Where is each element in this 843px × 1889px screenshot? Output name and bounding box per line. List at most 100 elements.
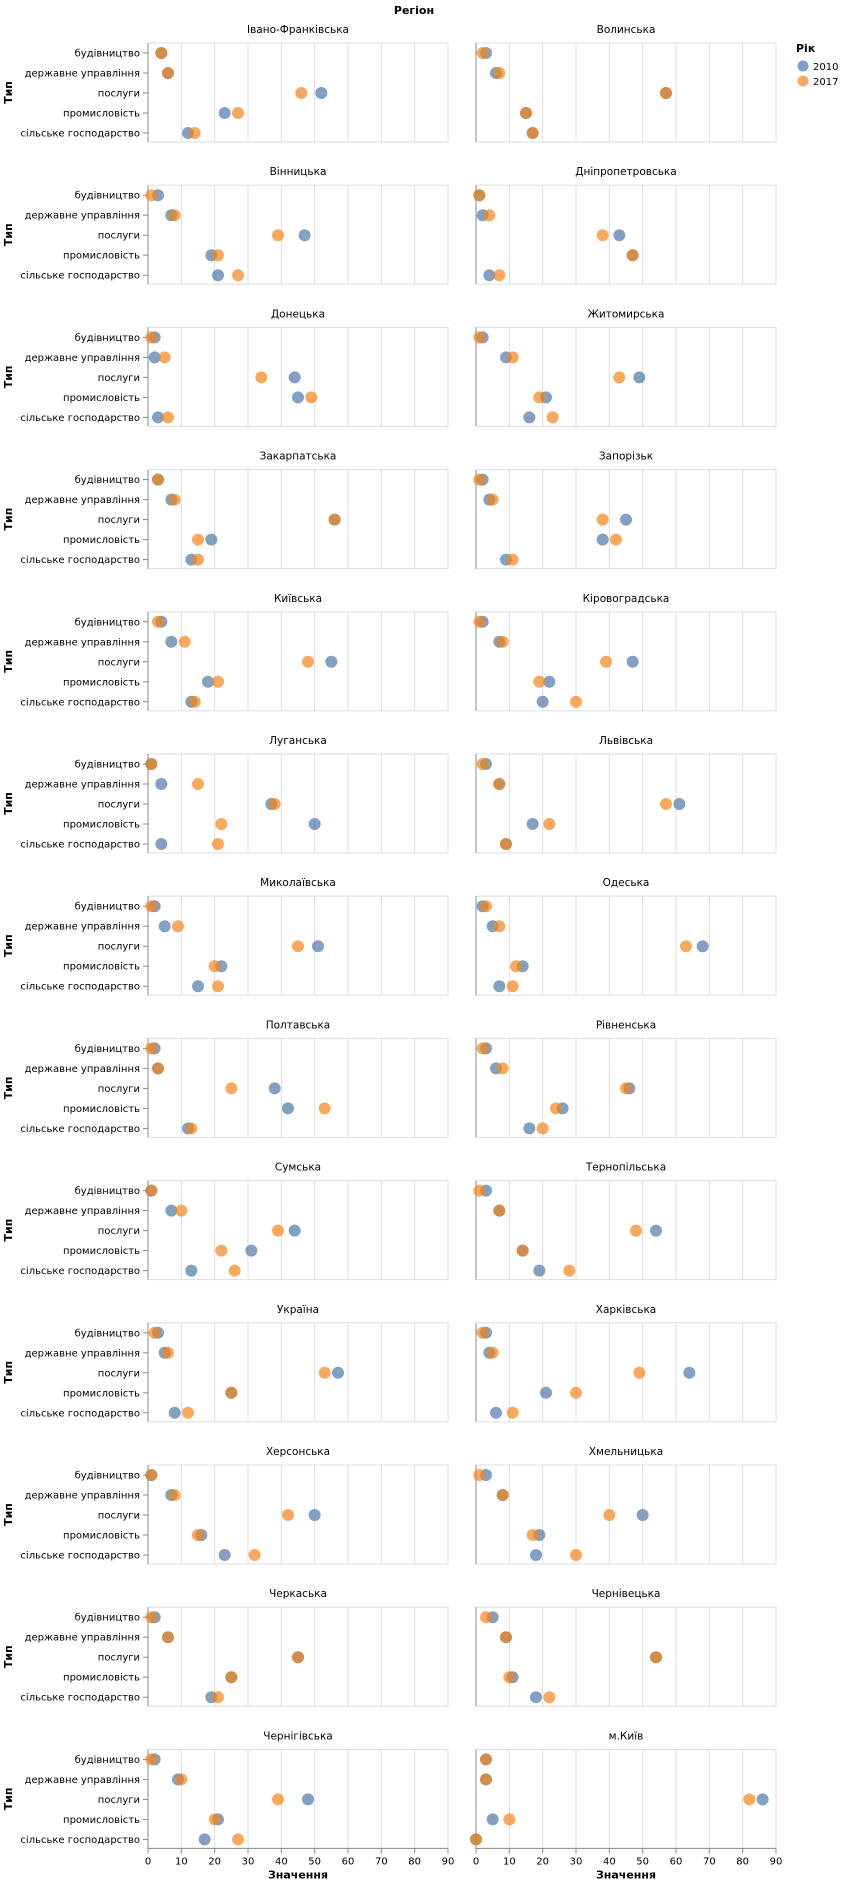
dot-2017 [543, 1691, 556, 1704]
dot-2017 [546, 411, 559, 424]
dot-2017 [743, 1793, 756, 1806]
category-label: промисловість [63, 1387, 140, 1399]
dot-2010 [185, 1264, 198, 1277]
dot-2017 [496, 1489, 509, 1501]
dot-2017 [506, 980, 519, 993]
category-label: сільське господарство [20, 839, 140, 851]
dot-2010 [633, 371, 646, 384]
dot-2017 [630, 1224, 642, 1237]
dot-2017 [162, 1631, 174, 1644]
dot-2017 [188, 695, 201, 708]
facet-panel: Україна будівництво державне управління пос… [2, 1304, 449, 1423]
category-label: будівництво [75, 474, 140, 486]
facet-title: Чернігівська [263, 1730, 332, 1742]
dot-2017 [295, 87, 308, 99]
x-axis-title: Значення [596, 1868, 656, 1881]
dot-2017 [162, 1346, 174, 1359]
dot-2010 [490, 1406, 502, 1419]
panel-frame [475, 42, 777, 143]
panel-frame [475, 611, 777, 712]
dot-2017 [268, 798, 281, 810]
panel-frame [475, 895, 777, 996]
dot-2010 [483, 269, 496, 282]
dot-2017 [476, 1042, 489, 1055]
dot-2017 [500, 1631, 512, 1644]
category-label: державне управління [25, 636, 140, 648]
dot-2017 [232, 107, 244, 119]
dot-2010 [198, 1833, 211, 1846]
x-tick-label: 50 [636, 1856, 649, 1867]
facet-panel: Одеська [475, 877, 777, 996]
dot-2017 [493, 269, 506, 282]
dot-2017 [152, 1062, 164, 1075]
dot-2017 [228, 1264, 241, 1277]
facet-panel: Харківська [475, 1304, 777, 1423]
panel-frame [147, 1748, 449, 1849]
x-tick-label: 90 [442, 1856, 455, 1867]
dot-2017 [152, 615, 164, 628]
facet-title: Волинська [597, 24, 656, 36]
dot-2017 [145, 1611, 158, 1624]
dot-2017 [496, 1062, 509, 1075]
dot-2017 [596, 229, 609, 242]
y-axis-title: Тип [2, 508, 15, 531]
y-axis-title: Тип [2, 1361, 15, 1384]
dot-2017 [188, 127, 201, 139]
facet-title: Черкаська [269, 1588, 327, 1600]
dot-2010 [202, 675, 214, 688]
category-label: промисловість [63, 1245, 140, 1257]
category-label: державне управління [25, 1774, 140, 1786]
category-label: будівництво [75, 901, 140, 913]
dot-2017 [192, 553, 204, 566]
dot-2010 [218, 107, 231, 119]
dot-2010 [165, 635, 178, 648]
x-tick-label: 40 [275, 1856, 288, 1867]
dot-2010 [192, 980, 204, 993]
dot-2017 [255, 371, 268, 384]
dot-2017 [145, 189, 158, 202]
legend-swatch-2010 [797, 60, 809, 72]
dot-2017 [282, 1509, 294, 1521]
category-label: промисловість [63, 961, 140, 973]
x-tick-label: 70 [703, 1856, 716, 1867]
x-tick-label: 30 [570, 1856, 583, 1867]
dot-2017 [473, 1469, 486, 1481]
dot-2017 [563, 1264, 576, 1277]
x-tick-label: 90 [770, 1856, 783, 1867]
y-axis-title: Тип [2, 1645, 15, 1668]
facet-panel: Житомирська [473, 308, 777, 427]
dot-2010 [696, 940, 709, 953]
dot-2010 [205, 533, 218, 546]
category-label: державне управління [25, 68, 140, 80]
category-label: будівництво [75, 1327, 140, 1339]
dot-2010 [302, 1793, 314, 1806]
dot-2017 [480, 1611, 492, 1624]
panel-frame [147, 1037, 449, 1138]
dot-2010 [325, 655, 338, 668]
dot-2017 [660, 798, 672, 810]
legend-title: Рік [796, 42, 816, 55]
facet-title: Житомирська [588, 308, 665, 320]
facet-panel: Полтавська будівництво державне управління… [2, 1019, 449, 1138]
category-label: будівництво [75, 48, 140, 60]
category-label: сільське господарство [20, 1265, 140, 1277]
dot-2017 [178, 635, 191, 648]
dot-2017 [620, 1082, 632, 1095]
category-label: послуги [98, 373, 140, 384]
dot-2017 [302, 655, 314, 668]
category-label: державне управління [25, 210, 140, 222]
dot-2017 [473, 331, 486, 344]
y-axis-title: Тип [2, 1503, 15, 1526]
facet-panel: Сумська будівництво державне управління пос… [2, 1162, 449, 1281]
dot-2017 [172, 920, 184, 933]
dot-2017 [272, 1793, 284, 1806]
dot-2010 [533, 1264, 546, 1277]
dot-2010 [282, 1102, 294, 1115]
dot-2017 [225, 1671, 238, 1684]
dot-2010 [756, 1793, 769, 1806]
dot-2017 [212, 1691, 224, 1704]
dot-2017 [500, 838, 512, 850]
dot-2017 [480, 1773, 492, 1786]
x-tick-label: 70 [375, 1856, 388, 1867]
dot-2017 [215, 1244, 228, 1257]
